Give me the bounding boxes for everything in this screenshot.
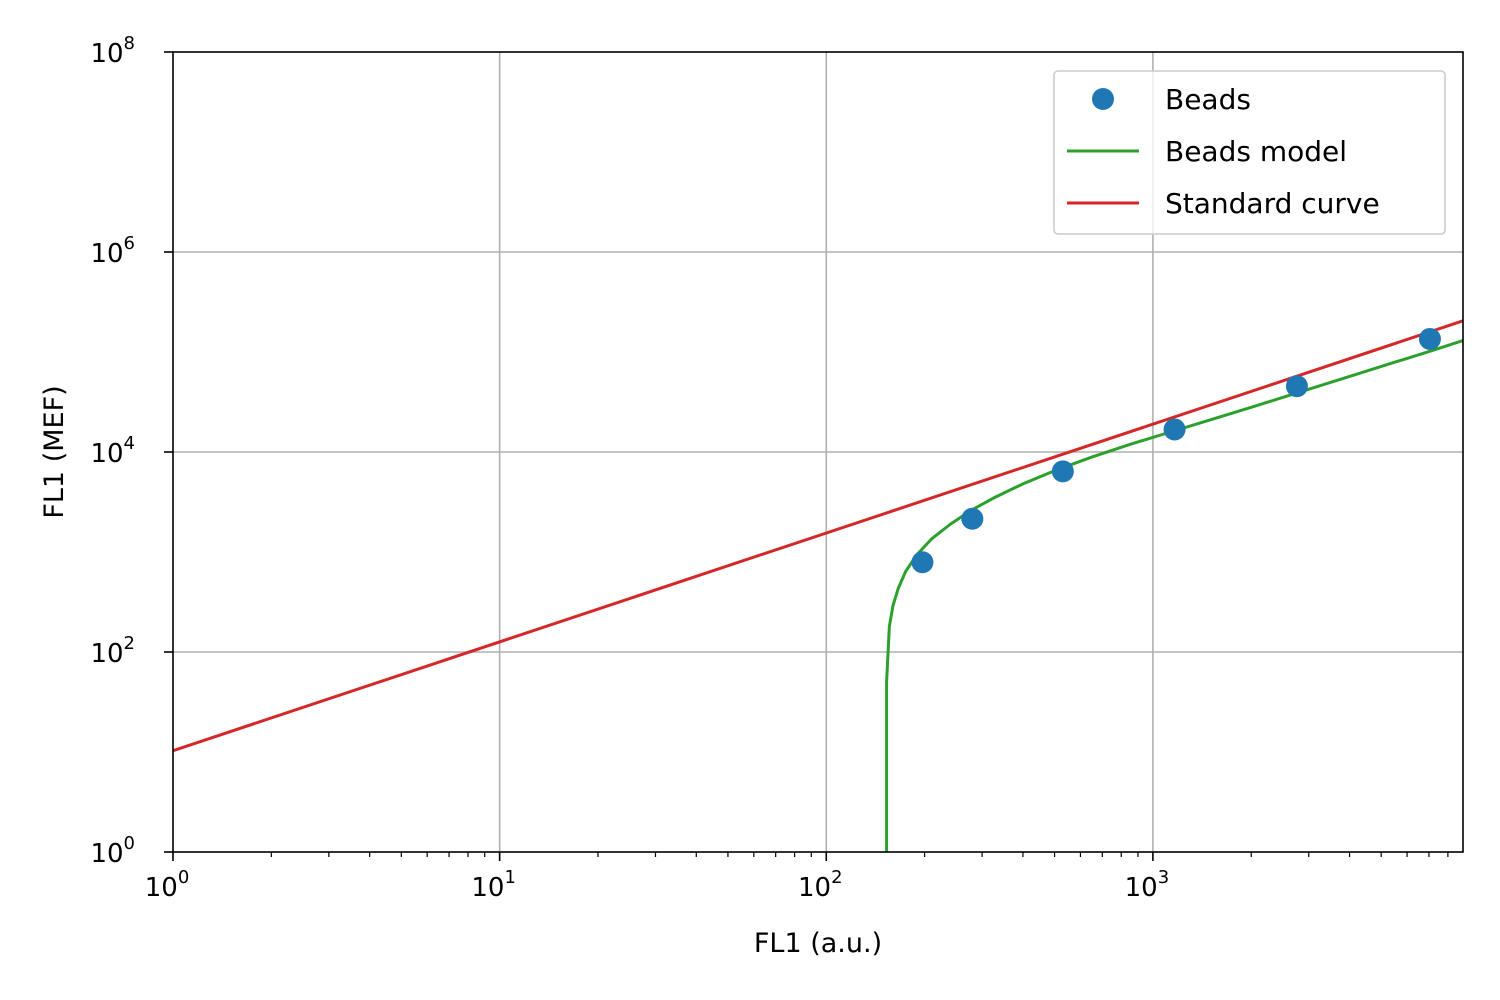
- data-point-beads: [1051, 460, 1074, 483]
- x-axis-label: FL1 (a.u.): [754, 928, 882, 959]
- data-point-beads: [961, 507, 984, 530]
- legend-label: Beads model: [1165, 135, 1347, 168]
- y-tick-label: 104: [90, 433, 135, 469]
- y-tick-labels: 100 102 104 106 108: [90, 33, 135, 869]
- legend: Beads Beads model Standard curve: [1053, 70, 1446, 235]
- data-point-beads: [1163, 418, 1186, 441]
- legend-label: Beads: [1165, 83, 1251, 116]
- y-tick-label: 108: [90, 33, 135, 69]
- x-tick-label: 102: [798, 867, 843, 903]
- series-line-standard-curve: [173, 319, 1463, 753]
- series-line-beads-model: [885, 339, 1463, 852]
- legend-label: Standard curve: [1165, 187, 1380, 220]
- x-tick-label: 103: [1125, 867, 1170, 903]
- major-ticks: [164, 51, 1154, 861]
- data-point-beads: [1285, 375, 1308, 398]
- minor-ticks: [270, 852, 1449, 857]
- y-tick-label: 100: [90, 833, 135, 869]
- x-tick-label: 101: [471, 867, 516, 903]
- data-point-beads: [911, 551, 934, 574]
- series-layer: [173, 319, 1463, 852]
- x-tick-labels: 100 101 102 103: [145, 867, 1169, 903]
- legend-marker-beads: [1092, 88, 1114, 110]
- grid: [173, 52, 1463, 852]
- y-axis-label: FL1 (MEF): [39, 385, 70, 518]
- legend-box: [1053, 70, 1446, 235]
- y-tick-label: 102: [90, 633, 135, 669]
- points-layer: [911, 327, 1441, 574]
- y-tick-label: 106: [90, 233, 135, 269]
- data-point-beads: [1418, 327, 1441, 350]
- x-tick-label: 100: [145, 867, 190, 903]
